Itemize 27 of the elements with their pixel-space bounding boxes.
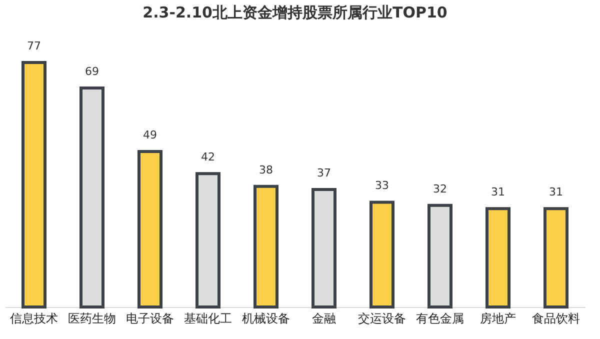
x-tick-label: 有色金属 xyxy=(416,312,464,326)
bar xyxy=(254,184,278,308)
x-tick-label: 电子设备 xyxy=(126,312,174,326)
x-tick-label: 信息技术 xyxy=(10,312,58,326)
data-label: 32 xyxy=(433,182,447,196)
data-label: 31 xyxy=(491,186,505,199)
data-label: 31 xyxy=(549,186,563,199)
x-tick-label: 基础化工 xyxy=(184,312,232,326)
data-label: 49 xyxy=(143,128,157,142)
data-label: 69 xyxy=(85,64,99,78)
x-tick-label: 机械设备 xyxy=(242,312,290,326)
bar xyxy=(544,207,568,308)
x-tick-label: 医药生物 xyxy=(68,312,116,326)
data-label: 42 xyxy=(201,150,215,164)
x-tick-label: 金融 xyxy=(312,312,336,326)
x-tick-label: 交运设备 xyxy=(358,312,406,326)
data-label: 77 xyxy=(27,40,41,53)
bar xyxy=(22,61,46,308)
chart-title: 2.3-2.10北上资金增持股票所属行业TOP10 xyxy=(142,4,448,22)
x-tick-label: 食品饮料 xyxy=(532,312,580,326)
data-label: 38 xyxy=(259,163,273,176)
bar xyxy=(486,207,510,308)
x-tick-label: 房地产 xyxy=(480,312,516,326)
bar xyxy=(370,200,394,308)
bar xyxy=(138,150,162,308)
data-label: 33 xyxy=(375,179,389,192)
data-label: 37 xyxy=(317,166,331,180)
